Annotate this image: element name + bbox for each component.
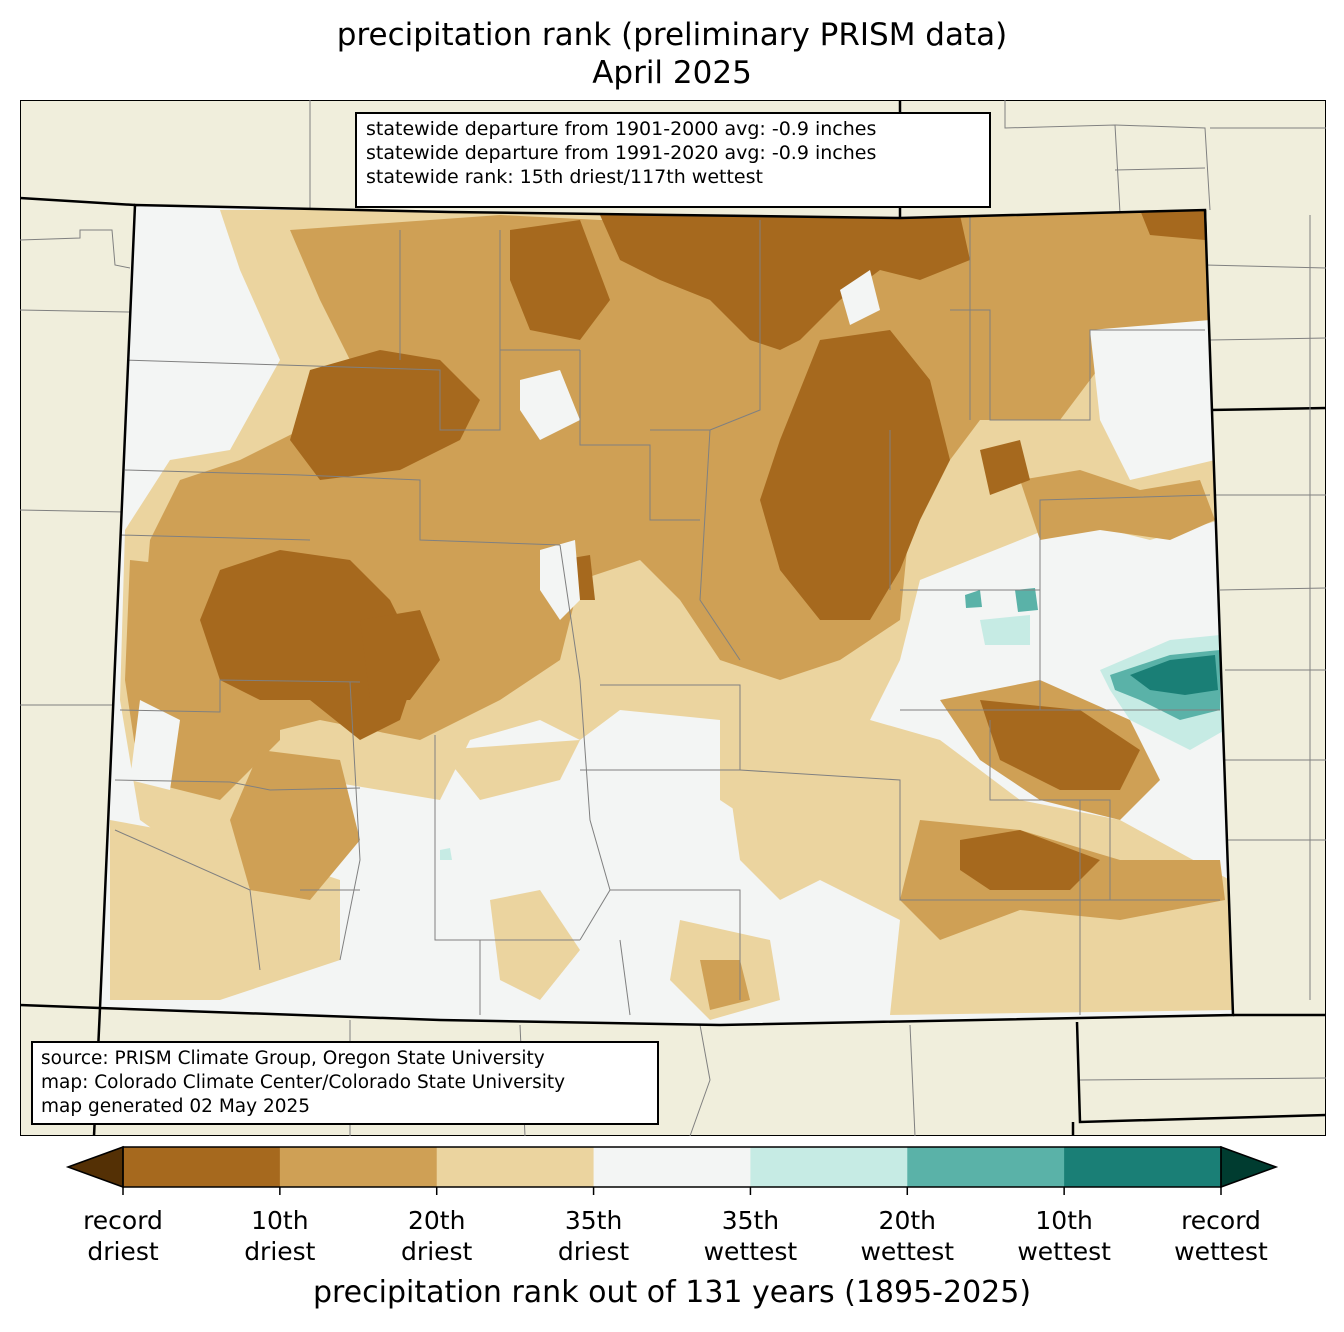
stat-departure-1901-2000: statewide departure from 1901-2000 avg: … xyxy=(366,118,877,140)
stat-departure-1991-2020: statewide departure from 1991-2020 avg: … xyxy=(366,142,877,164)
colorbar-tick-label-line: 10th xyxy=(251,1206,309,1235)
colorbar-tick-label-line: driest xyxy=(244,1237,316,1266)
colorbar-tick-label: 35th driest xyxy=(514,1205,674,1267)
neighbor-county-lines xyxy=(20,100,1326,1136)
stat-statewide-rank: statewide rank: 15th driest/117th wettes… xyxy=(366,166,763,188)
source-credit-box: source: PRISM Climate Group, Oregon Stat… xyxy=(31,1041,659,1125)
colorbar-tick-label: 20th driest xyxy=(357,1205,517,1267)
map-subtitle: April 2025 xyxy=(592,55,752,91)
colorbar-tick-label-line: 10th xyxy=(1035,1206,1093,1235)
colorbar-tick-label: 10th driest xyxy=(200,1205,360,1267)
colorbar-tick-label: 20th wettest xyxy=(827,1205,987,1267)
map-title: precipitation rank (preliminary PRISM da… xyxy=(336,17,1008,53)
colorbar-frame xyxy=(122,1146,1222,1188)
colorbar-tick-label-line: driest xyxy=(87,1237,159,1266)
colorbar-tick-label-line: record xyxy=(83,1206,163,1235)
colorbar-tick-label-line: wettest xyxy=(1174,1237,1268,1266)
colorbar-tick-label-line: wettest xyxy=(860,1237,955,1266)
colorbar-title: precipitation rank out of 131 years (189… xyxy=(312,1275,1032,1310)
colorado-border xyxy=(98,203,1235,1027)
colorbar-tick-label-line: driest xyxy=(401,1237,473,1266)
colorbar-tick-label-line: 35th xyxy=(721,1206,780,1235)
generated-date-line: map generated 02 May 2025 xyxy=(41,1096,311,1117)
colorbar-cell xyxy=(123,1147,281,1187)
colorbar-extend-high xyxy=(1220,1145,1279,1189)
colorado-precip-rank-map xyxy=(20,100,1326,1136)
colorbar-cell xyxy=(1064,1147,1222,1187)
colorbar-tick-label: 10th wettest xyxy=(984,1205,1144,1267)
colorbar-tick-label-line: 35th xyxy=(564,1206,623,1235)
colorbar-tick-label-line: wettest xyxy=(1017,1237,1111,1266)
colorbar-tick-label: record driest xyxy=(43,1205,203,1267)
colorbar xyxy=(65,1145,1279,1195)
colorbar-cell xyxy=(436,1147,595,1187)
colorbar-cell xyxy=(907,1147,1065,1187)
rank-10th-driest-areas xyxy=(200,210,1205,890)
source-line: source: PRISM Climate Group, Oregon Stat… xyxy=(41,1048,545,1069)
colorbar-tick-label-line: driest xyxy=(557,1237,630,1266)
rank-near-normal-patches xyxy=(130,270,1215,790)
colorbar-tick-label-line: record xyxy=(1181,1206,1261,1235)
colorbar-tick-label-line: wettest xyxy=(703,1237,798,1266)
colorbar-cell xyxy=(279,1147,438,1187)
colorbar-extend-low xyxy=(65,1145,124,1189)
map-credit-line: map: Colorado Climate Center/Colorado St… xyxy=(41,1072,566,1093)
colorbar-tick-label: record wettest xyxy=(1141,1205,1301,1267)
colorbar-tick-label-line: 20th xyxy=(878,1206,937,1235)
colorbar-tick-label: 35th wettest xyxy=(670,1205,830,1267)
colorbar-cell xyxy=(593,1147,751,1187)
colorbar-tick-label-line: 20th xyxy=(407,1206,466,1235)
rank-10th-wettest-areas xyxy=(1130,655,1218,695)
statewide-stats-box: statewide departure from 1901-2000 avg: … xyxy=(355,112,991,208)
county-lines xyxy=(114,215,1220,1016)
colorbar-cell xyxy=(750,1147,908,1187)
